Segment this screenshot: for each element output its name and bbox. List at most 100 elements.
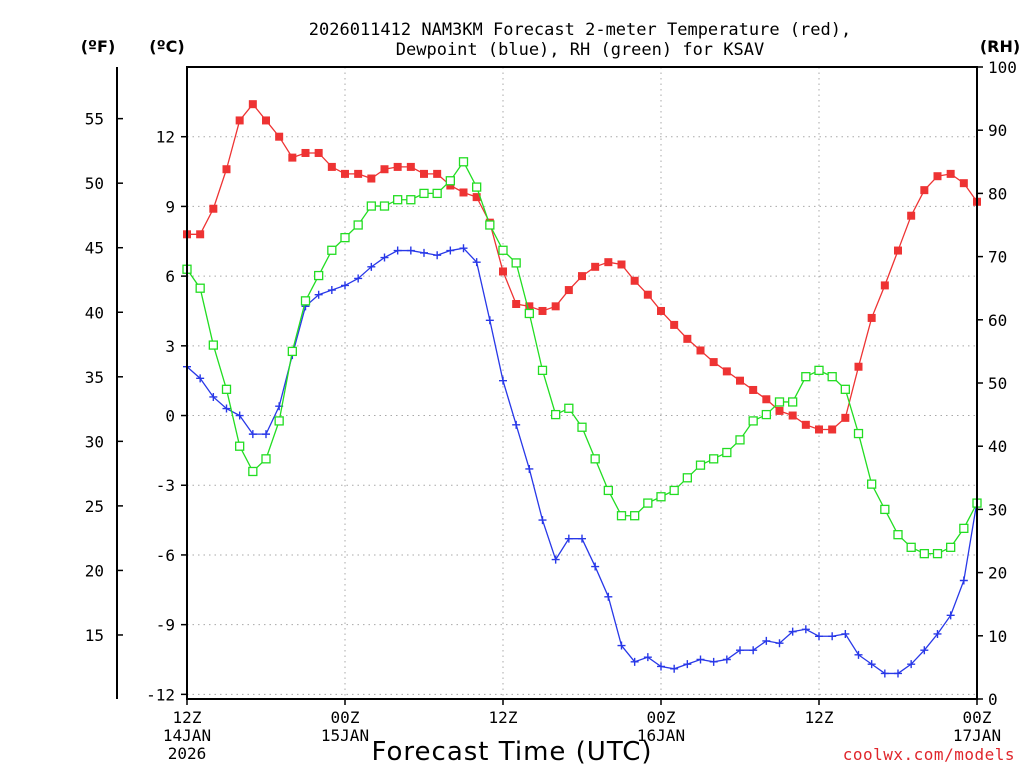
- temperature-point: [406, 162, 415, 171]
- dewpoint-point: [841, 629, 850, 638]
- temperature-point: [854, 362, 863, 371]
- dewpoint-point: [801, 625, 810, 634]
- rh-point: [511, 258, 521, 268]
- rh-point: [327, 245, 337, 255]
- rh-point: [340, 232, 350, 243]
- rh-tick-label: 30: [988, 500, 1007, 519]
- temperature-point: [525, 302, 534, 311]
- rh-point: [261, 454, 271, 464]
- temperature-point: [591, 262, 600, 271]
- rh-tick-label: 70: [988, 248, 1007, 267]
- dewpoint-point: [222, 404, 231, 413]
- x-tick-label: 00Z: [331, 708, 360, 727]
- source-credit: coolwx.com/models: [843, 745, 1015, 764]
- temperature-point: [354, 169, 363, 178]
- temperature-point: [959, 179, 968, 188]
- dewpoint-point: [762, 636, 771, 645]
- rh-tick-label: 0: [988, 690, 998, 709]
- x-tick-label: 00Z: [963, 708, 992, 727]
- dewpoint-point: [525, 464, 534, 473]
- dewpoint-point: [959, 576, 968, 585]
- dewpoint-point: [327, 286, 336, 295]
- celsius-tick-label: 9: [165, 197, 175, 216]
- rh-point: [485, 220, 495, 230]
- temperature-point: [341, 169, 349, 178]
- rh-tick-label: 80: [988, 184, 1007, 203]
- x-tick-label: 00Z: [647, 708, 676, 727]
- temperature-point: [643, 290, 652, 299]
- temperature-point: [235, 116, 244, 125]
- rh-point: [472, 182, 482, 192]
- temperature-point: [196, 230, 205, 239]
- dewpoint-point: [933, 629, 942, 638]
- temperature-point: [907, 211, 916, 220]
- rh-point: [788, 397, 798, 407]
- dewpoint-point: [736, 646, 744, 655]
- rh-point: [709, 454, 719, 464]
- temperature-point: [433, 169, 442, 178]
- temperature-point: [604, 258, 613, 267]
- dewpoint-point: [617, 641, 626, 650]
- dewpoint-point: [591, 562, 600, 571]
- dewpoint-point: [262, 430, 270, 439]
- dewpoint-point: [657, 662, 665, 671]
- grid-lines: [187, 67, 977, 699]
- temperature-point: [472, 193, 481, 202]
- rh-point: [827, 372, 837, 382]
- dewpoint-point: [551, 555, 560, 564]
- temperature-point: [894, 246, 902, 255]
- rh-point: [235, 441, 245, 451]
- temperature-point: [617, 260, 626, 269]
- temperature-point: [275, 132, 284, 141]
- x-tick-label: 17JAN: [953, 726, 1001, 745]
- rh-point: [221, 384, 232, 394]
- fahrenheit-tick-label: 50: [85, 174, 104, 193]
- celsius-tick-label: -6: [156, 546, 175, 565]
- temperature-point: [828, 425, 837, 434]
- fahrenheit-unit-label: (ºF): [81, 37, 116, 56]
- dewpoint-point: [248, 430, 257, 439]
- temperature-point: [446, 181, 455, 190]
- x-tick-label: 16JAN: [637, 726, 685, 745]
- fahrenheit-tick-label: 45: [85, 239, 104, 258]
- rh-point: [498, 245, 508, 255]
- dewpoint-point: [920, 646, 929, 655]
- celsius-tick-label: -12: [146, 685, 175, 704]
- temperature-point: [946, 169, 955, 178]
- temperature-point: [630, 276, 639, 285]
- temperature-point: [564, 286, 573, 295]
- x-tick-label: 15JAN: [321, 726, 369, 745]
- temperature-point: [722, 367, 731, 376]
- dewpoint-point: [459, 244, 468, 253]
- temperature-point: [222, 165, 231, 174]
- series-layer: [182, 100, 982, 678]
- fahrenheit-tick-label: 35: [85, 368, 104, 387]
- dewpoint-point: [420, 248, 428, 257]
- rh-tick-label: 100: [988, 58, 1017, 77]
- rh-point: [393, 195, 403, 205]
- dewpoint-point: [433, 251, 442, 260]
- rh-point: [419, 188, 429, 199]
- rh-point: [853, 428, 864, 439]
- temperature-point: [459, 188, 468, 197]
- fahrenheit-tick-label: 20: [85, 561, 104, 580]
- temperature-point: [736, 376, 744, 385]
- rh-point: [932, 548, 943, 559]
- temperature-point: [499, 267, 507, 276]
- dewpoint-point: [854, 650, 863, 659]
- rh-unit-label: (RH): [980, 37, 1020, 56]
- rh-point: [564, 403, 574, 413]
- plot-frame: [186, 66, 978, 700]
- rh-tick-label: 20: [988, 564, 1007, 583]
- rh-point: [735, 435, 745, 445]
- rh-point: [643, 498, 653, 508]
- temperature-point: [788, 411, 797, 420]
- x-tick-label: 12Z: [489, 708, 518, 727]
- temperature-point: [841, 413, 850, 422]
- temperature-point: [209, 204, 218, 213]
- rh-point: [287, 346, 297, 357]
- dewpoint-point: [604, 592, 613, 601]
- dewpoint-point: [499, 376, 507, 385]
- x-tick-label: 12Z: [173, 708, 202, 727]
